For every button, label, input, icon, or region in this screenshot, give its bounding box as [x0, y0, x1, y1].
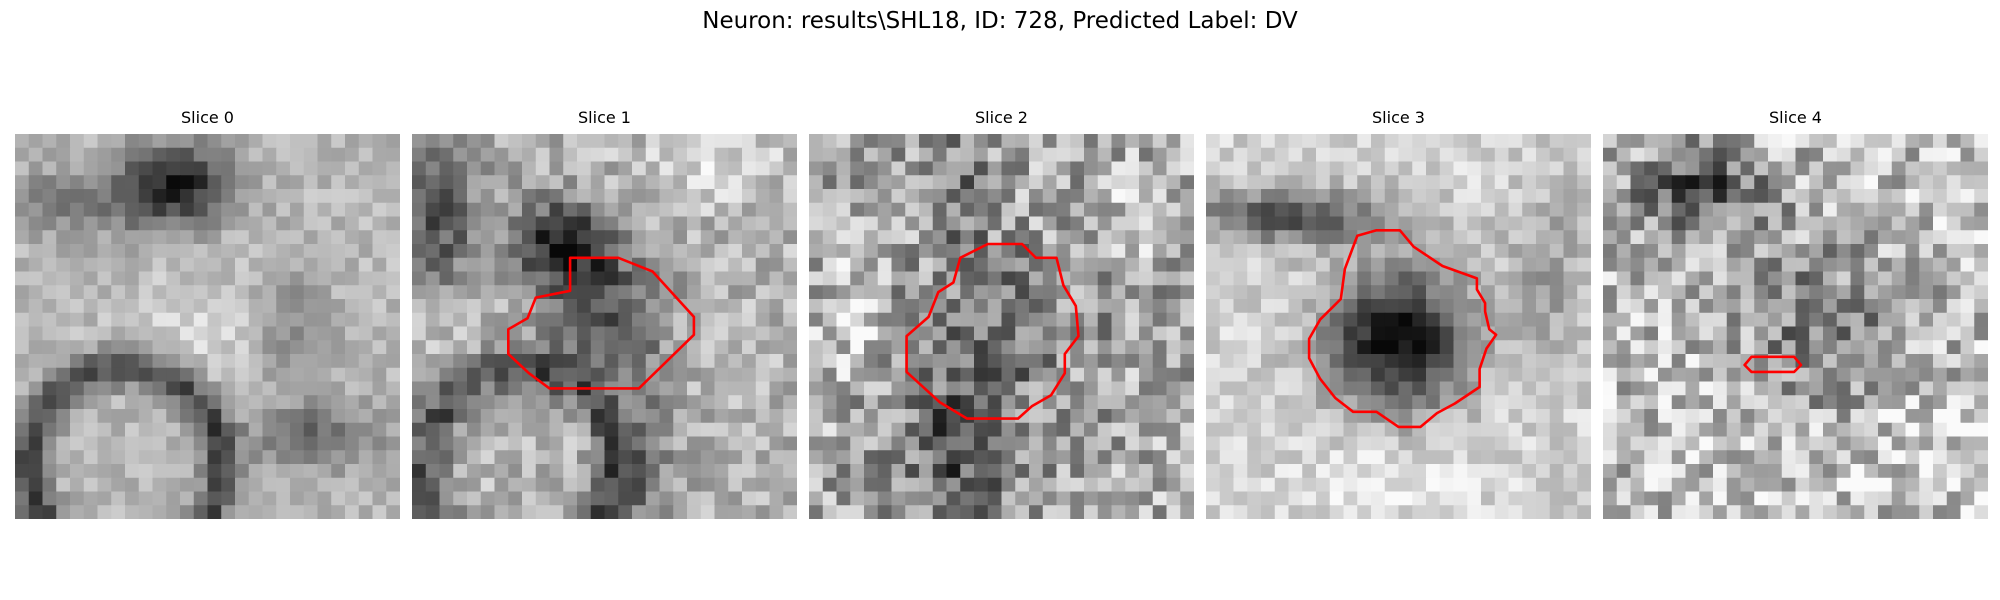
slice-image-1	[412, 134, 797, 519]
figure-title: Neuron: results\SHL18, ID: 728, Predicte…	[0, 8, 2000, 34]
slice-image-2	[809, 134, 1194, 519]
slice-title: Slice 0	[15, 108, 400, 127]
slice-title: Slice 2	[809, 108, 1194, 127]
slice-title: Slice 4	[1603, 108, 1988, 127]
slice-image-4	[1603, 134, 1988, 519]
slice-image-3	[1206, 134, 1591, 519]
slice-title: Slice 3	[1206, 108, 1591, 127]
slice-image-0	[15, 134, 400, 519]
slice-title: Slice 1	[412, 108, 797, 127]
